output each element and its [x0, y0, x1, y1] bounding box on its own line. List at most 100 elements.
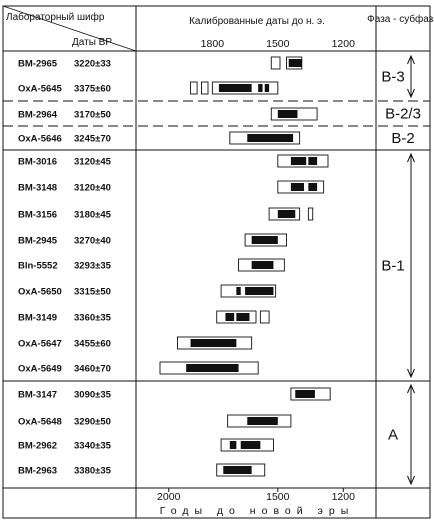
sample-bp-date: 3120±40	[74, 183, 111, 194]
sample-row: Bln-5552 3293±35	[18, 258, 285, 272]
sample-row: OxA-5649 3460±70	[18, 361, 259, 375]
sample-row: BM-3016 3120±45	[18, 154, 329, 168]
sigma1-range-bar	[240, 441, 261, 449]
header-phase: Фаза - субфаза	[367, 13, 434, 25]
sample-row: OxA-5647 3455±60	[18, 336, 253, 350]
sample-code: BM-3147	[18, 390, 57, 401]
top-tick-label-1800: 1800	[201, 38, 225, 50]
sample-row: BM-2963 3380±35	[18, 463, 266, 477]
sigma1-range-bar	[258, 84, 263, 92]
arrow-down-icon	[407, 88, 415, 99]
sample-bp-date: 3270±40	[74, 236, 111, 247]
bottom-tick-label-1500: 1500	[266, 491, 290, 503]
sample-row: OxA-5650 3315±50	[18, 284, 277, 298]
sigma2-range-box	[201, 81, 209, 95]
sigma1-range-bar	[225, 313, 235, 321]
sample-row: BM-2962 3340±35	[18, 438, 274, 452]
sample-row: BM-3147 3090±35	[18, 387, 331, 401]
sigma2-range-box	[190, 81, 198, 95]
sample-row: BM-3149 3360±35	[18, 310, 270, 324]
sigma1-range-bar	[290, 157, 307, 165]
phase-label: B-2	[391, 130, 414, 147]
sample-code: OxA-5647	[18, 339, 62, 350]
sample-bp-date: 3120±45	[74, 157, 112, 168]
sample-rows: BM-2965 3220±33 OxA-5645 3375±60 BM-2964 3170…	[18, 56, 331, 477]
sample-code: OxA-5650	[18, 287, 62, 298]
header-lab-code: Лабораторный шифр	[6, 11, 105, 23]
arrow-up-icon	[407, 152, 415, 163]
arrow-down-icon	[407, 475, 415, 486]
phase-label-bg	[380, 425, 406, 443]
phase-label: B-1	[381, 258, 404, 275]
outer-frame	[2, 5, 431, 519]
phase-group: B-2	[391, 130, 414, 147]
header-calibrated-dates: Калиброванные даты до н. э.	[189, 15, 325, 27]
sample-bp-date: 3315±50	[74, 287, 111, 298]
phase-labels: B-3 B-2/3 B-2 B-1 A	[380, 54, 421, 486]
sigma1-range-bar	[223, 466, 252, 474]
sigma1-range-bar	[247, 134, 294, 142]
sigma1-range-bar	[186, 364, 239, 372]
header-bp-dates: Даты ВР	[72, 37, 112, 48]
sample-bp-date: 3220±33	[74, 59, 111, 70]
sample-code: OxA-5645	[18, 84, 63, 95]
sample-code: OxA-5649	[18, 364, 62, 375]
row-separators	[3, 100, 430, 382]
sigma1-range-bar	[251, 236, 278, 244]
sample-code: BM-2945	[18, 236, 58, 247]
sample-row: OxA-5648 3290±50	[18, 414, 292, 428]
sigma1-range-bar	[277, 210, 296, 218]
sigma1-range-bar	[264, 84, 270, 92]
sample-bp-date: 3380±35	[74, 466, 112, 477]
top-tick-label-1500: 1500	[266, 38, 290, 50]
sigma1-range-bar	[236, 313, 250, 321]
sample-row: OxA-5645 3375±60	[18, 81, 279, 95]
sample-code: BM-2962	[18, 441, 57, 452]
sample-code: OxA-5648	[18, 417, 62, 428]
sample-code: BM-2964	[18, 110, 58, 121]
sample-code: BM-3016	[18, 157, 57, 168]
top-tick-label-1200: 1200	[332, 38, 356, 50]
sigma1-range-bar	[245, 287, 274, 295]
phase-label-bg	[380, 67, 406, 85]
sigma2-range-box	[259, 310, 270, 324]
sigma2-range-box	[270, 56, 281, 70]
phase-group: B-3	[380, 54, 415, 99]
sample-code: BM-3156	[18, 210, 57, 221]
arrow-up-icon	[407, 54, 415, 65]
phase-label: A	[388, 427, 398, 444]
sample-bp-date: 3375±60	[74, 84, 111, 95]
sigma1-range-bar	[247, 417, 278, 425]
sample-row: BM-2945 3270±40	[18, 233, 287, 247]
sigma1-range-bar	[236, 287, 241, 295]
sigma1-range-bar	[290, 183, 304, 191]
sigma1-range-bar	[295, 390, 315, 398]
phase-group: A	[380, 383, 415, 486]
sample-row: OxA-5646 3245±70	[18, 131, 301, 145]
sigma1-range-bar	[251, 261, 274, 269]
sample-row: BM-3148 3120±40	[18, 180, 325, 194]
phase-group: B-2/3	[385, 106, 421, 123]
sample-row: BM-2965 3220±33	[18, 56, 303, 70]
arrow-down-icon	[407, 368, 415, 379]
sample-bp-date: 3360±35	[74, 313, 112, 324]
arrow-up-icon	[407, 383, 415, 394]
sigma2-range-box	[307, 207, 314, 221]
sample-row: BM-2964 3170±50	[18, 107, 318, 121]
sigma1-range-bar	[308, 183, 318, 191]
sample-bp-date: 3170±50	[74, 110, 111, 121]
sigma1-range-bar	[277, 110, 298, 118]
sample-code: BM-3149	[18, 313, 57, 324]
x-axis-label: Годы до новой эры	[160, 505, 355, 517]
sample-bp-date: 3180±45	[74, 210, 112, 221]
sample-code: BM-3148	[18, 183, 57, 194]
sample-bp-date: 3340±35	[74, 441, 112, 452]
sample-bp-date: 3290±50	[74, 417, 111, 428]
sample-code: BM-2965	[18, 59, 58, 70]
sample-bp-date: 3455±60	[74, 339, 111, 350]
sigma1-range-bar	[288, 59, 302, 67]
bottom-tick-label-1200: 1200	[332, 491, 356, 503]
sample-code: BM-2963	[18, 466, 57, 477]
sigma1-range-bar	[229, 441, 237, 449]
